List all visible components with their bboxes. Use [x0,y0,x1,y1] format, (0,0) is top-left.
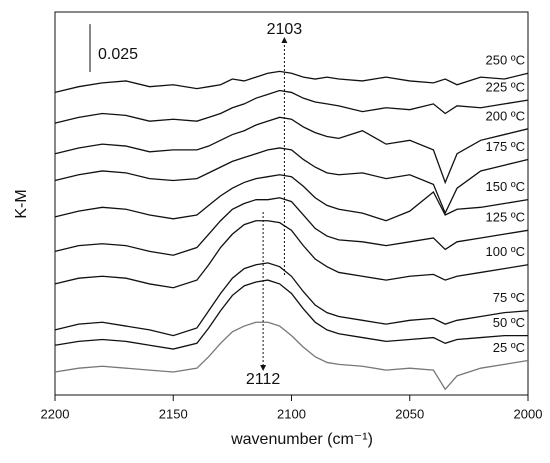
series-label: 225 ºC [486,80,525,95]
spectrum-line [54,220,529,289]
x-tick-label: 2050 [395,406,424,421]
y-axis-label: K-M [13,189,30,218]
series-label: 125 ºC [486,210,525,225]
series-label: 25 ºC [493,340,525,355]
spectrum-line [54,174,529,222]
x-tick-label: 2000 [514,406,543,421]
spectrum-line [54,116,529,185]
scale-bar-label: 0.025 [98,46,138,63]
annotation-label: 2112 [246,371,281,388]
series-label: 200 ºC [486,108,525,123]
x-tick-label: 2150 [159,406,188,421]
x-tick-label: 2200 [41,406,70,421]
plot-frame [54,11,529,396]
spectrum-line [54,197,529,256]
series-label: 100 ºC [486,244,525,259]
spectrum-line [54,70,529,94]
x-axis-label: wavenumber (cm⁻¹) [230,431,373,448]
spectrum-line [54,321,529,391]
series-label: 50 ºC [493,315,525,330]
spectrum-line [54,262,529,337]
annotation-label: 2103 [267,21,303,38]
spectrum-line [54,89,529,124]
series-label: 150 ºC [486,179,525,194]
series-label: 250 ºC [486,53,525,68]
x-tick-label: 2100 [277,406,306,421]
spectrum-line [54,147,529,215]
spectrum-line [54,279,528,350]
series-label: 175 ºC [486,139,525,154]
series-label: 75 ºC [493,290,525,305]
